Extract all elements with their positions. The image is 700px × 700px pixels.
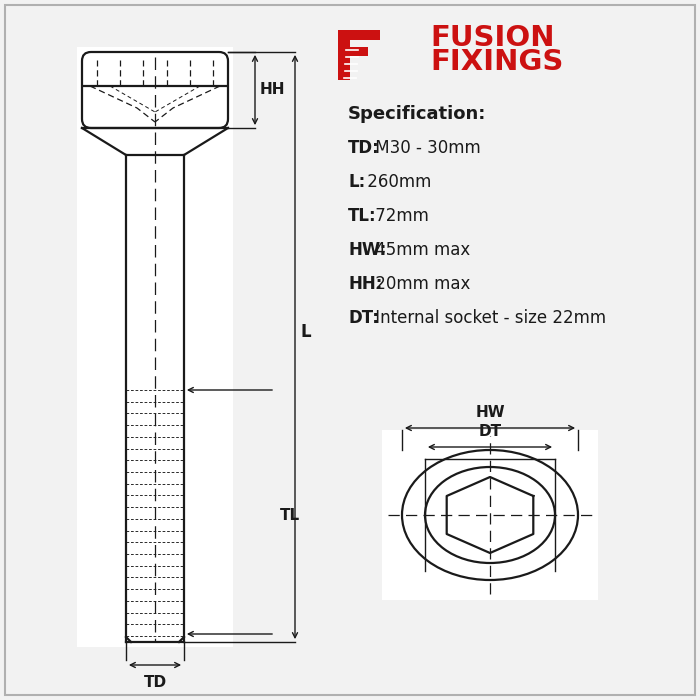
Text: HW: HW: [475, 405, 505, 420]
Ellipse shape: [425, 467, 555, 563]
Text: HH: HH: [260, 83, 286, 97]
Bar: [338, 35, 350, 80]
Text: TD: TD: [144, 675, 167, 690]
Text: DT: DT: [478, 424, 502, 439]
Text: TL: TL: [280, 508, 300, 524]
Bar: [77, 47, 233, 647]
Text: 260mm: 260mm: [363, 173, 432, 191]
Text: TL:: TL:: [348, 207, 377, 225]
Text: 20mm max: 20mm max: [370, 275, 470, 293]
Text: FIXINGS: FIXINGS: [430, 48, 564, 76]
Bar: [382, 430, 598, 600]
Ellipse shape: [402, 450, 578, 580]
Text: DT:: DT:: [348, 309, 379, 327]
Text: M30 - 30mm: M30 - 30mm: [370, 139, 480, 157]
FancyBboxPatch shape: [82, 52, 228, 128]
Text: L: L: [300, 323, 311, 341]
Text: Internal socket - size 22mm: Internal socket - size 22mm: [370, 309, 606, 327]
Text: HW:: HW:: [348, 241, 386, 259]
Text: HH:: HH:: [348, 275, 382, 293]
Bar: [338, 47, 368, 56]
Text: FUSION: FUSION: [430, 24, 554, 52]
Text: 45mm max: 45mm max: [370, 241, 470, 259]
Bar: [338, 30, 380, 40]
Text: 72mm: 72mm: [370, 207, 428, 225]
Text: L:: L:: [348, 173, 365, 191]
Text: TD:: TD:: [348, 139, 379, 157]
Text: Specification:: Specification:: [348, 105, 486, 123]
